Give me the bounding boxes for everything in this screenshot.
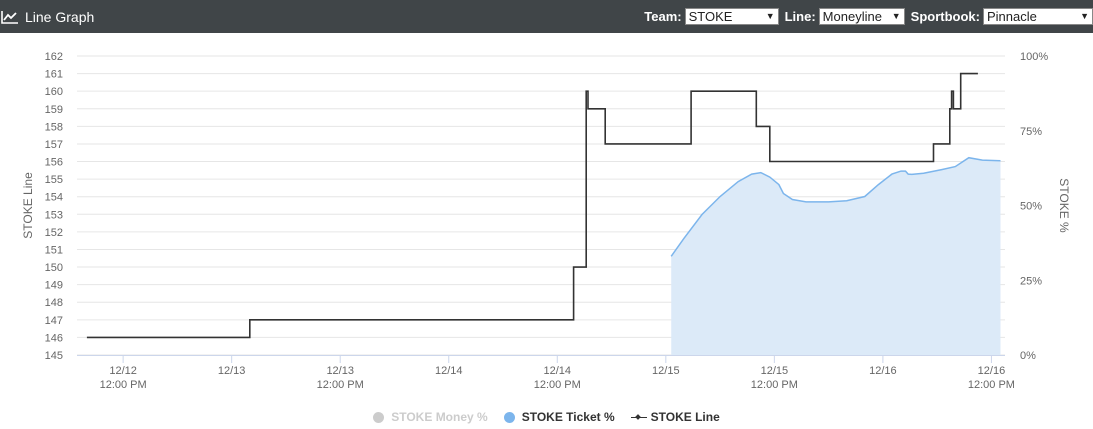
y-tick-label: 152: [45, 227, 63, 239]
legend-item-ticket-pct[interactable]: STOKE Ticket %: [503, 410, 615, 424]
y-tick-label: 148: [45, 297, 63, 309]
y2-tick-label: 75%: [1020, 126, 1042, 138]
chart-title-area: Line Graph: [0, 7, 94, 27]
ticket-pct-line: [670, 156, 1001, 257]
y-tick-label: 154: [45, 192, 63, 204]
y2-tick-label: 25%: [1020, 275, 1042, 287]
x-tick-label-time: 12:00 PM: [317, 379, 364, 391]
line-chart: 145 146 147 148 149 150 151 152 153 154 155 156 157 1…: [21, 51, 1071, 391]
sportsbook-select-value: Pinnacle: [987, 9, 1037, 24]
y-tick-label: 146: [45, 332, 63, 344]
legend-label-money-pct: STOKE Money %: [391, 410, 488, 424]
line-select[interactable]: Moneyline ▼: [818, 8, 905, 25]
line-chart-icon: [1, 10, 19, 24]
y2-tick-label: 50%: [1020, 201, 1042, 213]
x-tick-label-time: 12:00 PM: [534, 379, 581, 391]
x-tick-label-date: 12/15: [652, 365, 680, 377]
y-tick-label: 145: [45, 350, 63, 362]
x-tick-label-date: 12/14: [544, 365, 572, 377]
x-tick-label-date: 12/13: [218, 365, 246, 377]
sportsbook-label: Sportbook:: [910, 9, 980, 24]
legend-label-ticket-pct: STOKE Ticket %: [521, 410, 615, 424]
y-tick-label: 150: [45, 262, 63, 274]
y-tick-label: 158: [45, 121, 63, 133]
x-tick-label-date: 12/16: [978, 365, 1006, 377]
sportsbook-dropdown-icon: ▼: [1080, 11, 1089, 21]
y-tick-label: 153: [45, 209, 63, 221]
x-tick-label-date: 12/15: [761, 365, 789, 377]
y-tick-label: 151: [45, 244, 63, 256]
x-tick-label-time: 12:00 PM: [751, 379, 798, 391]
y-tick-label: 155: [45, 174, 63, 186]
y-tick-label: 149: [45, 280, 63, 292]
legend-item-money-pct[interactable]: STOKE Money %: [373, 410, 488, 424]
x-tick-label-date: 12/14: [435, 365, 463, 377]
y-tick-label: 160: [45, 86, 63, 98]
y-tick-label: 161: [45, 69, 63, 81]
legend-circle-icon: [503, 411, 515, 423]
x-tick-label-date: 12/13: [326, 365, 354, 377]
x-tick-label-time: 12:00 PM: [100, 379, 147, 391]
line-dropdown-icon: ▼: [891, 11, 901, 21]
line-label: Line:: [784, 9, 816, 24]
chart-header: Line Graph Team: STOKE ▼ Line: Moneyline…: [0, 0, 1093, 33]
y-tick-label: 147: [45, 315, 63, 327]
x-tick-label-date: 12/12: [109, 365, 137, 377]
stoke-line-series: [86, 72, 978, 339]
y2-axis-title: STOKE %: [1057, 178, 1071, 233]
legend-item-line[interactable]: STOKE Line: [630, 410, 720, 424]
y-tick-label: 162: [45, 51, 63, 63]
team-label: Team:: [644, 9, 682, 24]
y-tick-label: 159: [45, 104, 63, 116]
legend-diamond-line-icon: [630, 412, 647, 422]
y-tick-label: 156: [45, 157, 63, 169]
sportsbook-select[interactable]: Pinnacle ▼: [983, 8, 1093, 25]
team-select-value: STOKE: [688, 9, 733, 24]
y-axis-title: STOKE Line: [21, 172, 35, 239]
y2-tick-label: 100%: [1020, 51, 1048, 63]
x-tick-label-time: 12:00 PM: [968, 379, 1015, 391]
x-tick-label-date: 12/16: [869, 365, 897, 377]
ticket-pct-area: [671, 157, 1001, 355]
line-select-value: Moneyline: [822, 9, 882, 24]
y-tick-label: 157: [45, 139, 63, 151]
team-select[interactable]: STOKE ▼: [684, 8, 779, 25]
team-dropdown-icon: ▼: [765, 11, 775, 21]
y2-tick-label: 0%: [1020, 350, 1036, 362]
chart-title: Line Graph: [25, 9, 95, 25]
legend-circle-icon: [373, 411, 385, 423]
legend-label-line: STOKE Line: [650, 410, 720, 424]
chart-controls: Team: STOKE ▼ Line: Moneyline ▼ Sportboo…: [638, 7, 1093, 26]
chart-legend: STOKE Money % STOKE Ticket % STOKE Line: [0, 408, 1093, 426]
